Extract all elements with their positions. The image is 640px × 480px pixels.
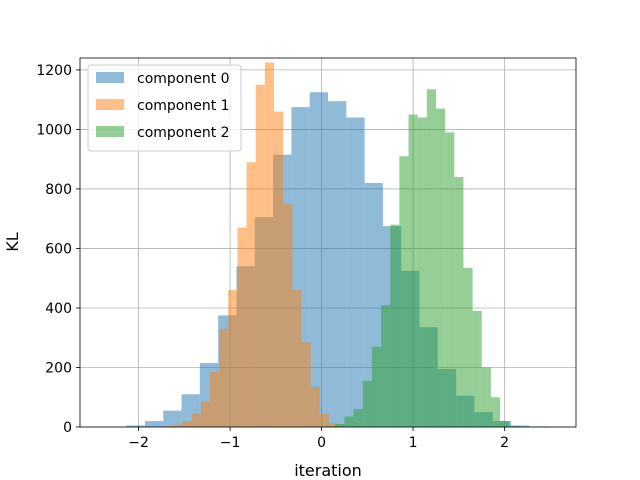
histogram-bar [228,290,238,427]
histogram-bar [463,267,473,427]
y-tick-label: 800 [45,182,72,198]
plot-frame [79,57,577,428]
histogram-bar [255,84,265,427]
series-1-bars [155,62,339,427]
histogram-bar [371,346,382,427]
histogram-bar [509,426,519,427]
x-tick-label: 2 [500,435,509,451]
histogram-bar [472,310,482,427]
histogram-bar [200,401,210,427]
histogram-bar [344,416,354,427]
histogram-bar [426,89,436,427]
legend-swatch [96,99,124,110]
histogram-bar [144,421,164,427]
histogram-bar [173,424,183,427]
legend-label: component 0 [137,71,230,87]
histogram-bar [381,304,391,427]
y-tick-label: 0 [63,420,72,436]
x-tick-label: 0 [317,435,326,451]
histogram-bar [209,371,220,427]
histogram-bar [292,290,302,427]
y-tick-label: 400 [45,301,72,317]
histogram-bar [219,328,229,427]
histogram-bar [126,425,145,427]
histogram-bar [454,177,464,427]
histogram-bars [126,62,548,428]
histogram-bar [328,101,347,427]
x-tick-label: −1 [220,435,241,451]
histogram-bar [164,426,174,427]
histogram-bar [326,426,336,427]
y-tick-label: 1200 [36,63,72,79]
histogram-bar [481,367,491,427]
x-tick-label: 1 [409,435,418,451]
histogram-bar [511,425,530,427]
y-tick-label: 1000 [36,122,72,138]
legend: component 0 component 1 component 2 [87,64,242,152]
histogram-bar [246,162,256,427]
histogram-bar [399,156,409,428]
histogram-bar [319,413,329,427]
histogram-bar [353,409,363,427]
y-tick-label: 200 [45,360,72,376]
legend-swatch [96,126,124,137]
histogram-bar [435,108,446,427]
histogram-bar [310,386,320,427]
histogram-bar [191,413,201,427]
y-axis-label: KL [3,232,22,251]
x-axis-label: iteration [294,461,362,480]
y-axis-ticks: 0 200 400 600 800 1000 1200 [36,63,80,436]
histogram-bar [283,203,293,427]
histogram-bar [417,117,427,428]
legend-label: component 2 [137,125,230,141]
histogram-bar [362,380,372,427]
histogram-bar [163,410,182,427]
x-axis-ticks: −2 −1 0 1 2 [128,427,509,451]
legend-label: component 1 [137,98,230,114]
histogram-bar [490,397,501,427]
histogram-bar [408,114,418,428]
histogram-bar [301,342,311,427]
histogram-bar [309,92,328,427]
legend-box [87,64,242,152]
legend-swatch [96,72,124,83]
histogram-bar [335,424,345,427]
histogram-bar [346,117,365,428]
histogram-bar [237,227,247,427]
histogram-bar [182,421,192,427]
series-2-bars [326,89,519,428]
histogram-bar [264,62,275,427]
histogram-bar [274,111,284,427]
histogram-bar [328,423,339,427]
x-tick-label: −2 [128,435,149,451]
histogram-bar [445,132,455,428]
y-tick-label: 600 [45,241,72,257]
histogram-bar [500,421,510,427]
histogram-bar [390,224,400,427]
